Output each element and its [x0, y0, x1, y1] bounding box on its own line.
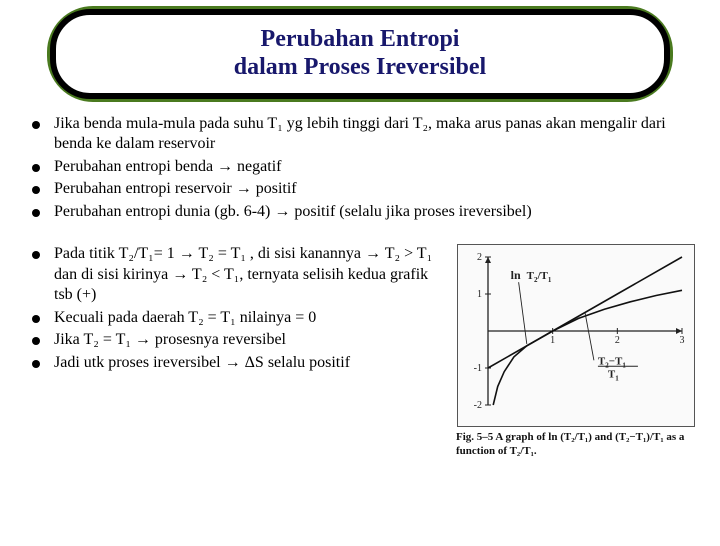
list-item: Jika T₂ = T₁ → prosesnya reversibel [32, 330, 448, 350]
list-item: Jika benda mula-mula pada suhu T₁ yg leb… [32, 114, 696, 155]
figure-column: 1 2 3 -2 -1 1 2 ln T2/T1 T2−T1T1 Fig. 5–5 A graph… [456, 244, 696, 459]
svg-text:-1: -1 [474, 363, 482, 374]
svg-text:1: 1 [477, 289, 482, 300]
bullet-group-2-container: Pada titik T₂/T₁= 1 → T₂ = T₁ , di sisi … [18, 244, 448, 375]
lower-row: Pada titik T₂/T₁= 1 → T₂ = T₁ , di sisi … [18, 244, 696, 459]
svg-text:T2−T1: T2−T1 [598, 356, 626, 370]
list-item: Pada titik T₂/T₁= 1 → T₂ = T₁ , di sisi … [32, 244, 448, 305]
svg-text:1: 1 [550, 335, 555, 346]
svg-text:-2: -2 [474, 400, 482, 411]
bullet-group-1: Jika benda mula-mula pada suhu T₁ yg leb… [18, 114, 696, 222]
entropy-chart: 1 2 3 -2 -1 1 2 ln T2/T1 T2−T1T1 [460, 247, 692, 419]
title-box: Perubahan Entropi dalam Proses Ireversib… [50, 9, 670, 99]
title-frame: Perubahan Entropi dalam Proses Ireversib… [47, 6, 673, 102]
svg-text:2: 2 [615, 335, 620, 346]
bullet-group-2: Pada titik T₂/T₁= 1 → T₂ = T₁ , di sisi … [18, 244, 448, 373]
title-line-2: dalam Proses Ireversibel [234, 54, 486, 82]
figure-caption: Fig. 5–5 A graph of ln (T₂/T₁) and (T₂−T… [456, 431, 696, 459]
chart-frame: 1 2 3 -2 -1 1 2 ln T2/T1 T2−T1T1 [457, 244, 695, 427]
list-item: Perubahan entropi benda → negatif [32, 157, 696, 177]
svg-text:T2/T1: T2/T1 [527, 271, 552, 285]
list-item: Kecuali pada daerah T₂ = T₁ nilainya = 0 [32, 308, 448, 328]
svg-text:3: 3 [680, 335, 685, 346]
list-item: Jadi utk proses ireversibel → ΔS selalu … [32, 353, 448, 373]
list-item: Perubahan entropi reservoir → positif [32, 179, 696, 199]
svg-text:ln: ln [511, 269, 521, 283]
slide-content: Jika benda mula-mula pada suhu T₁ yg leb… [0, 102, 720, 459]
title-line-1: Perubahan Entropi [261, 26, 460, 54]
svg-text:2: 2 [477, 252, 482, 263]
svg-text:T1: T1 [608, 369, 619, 383]
list-item: Perubahan entropi dunia (gb. 6-4) → posi… [32, 202, 696, 222]
